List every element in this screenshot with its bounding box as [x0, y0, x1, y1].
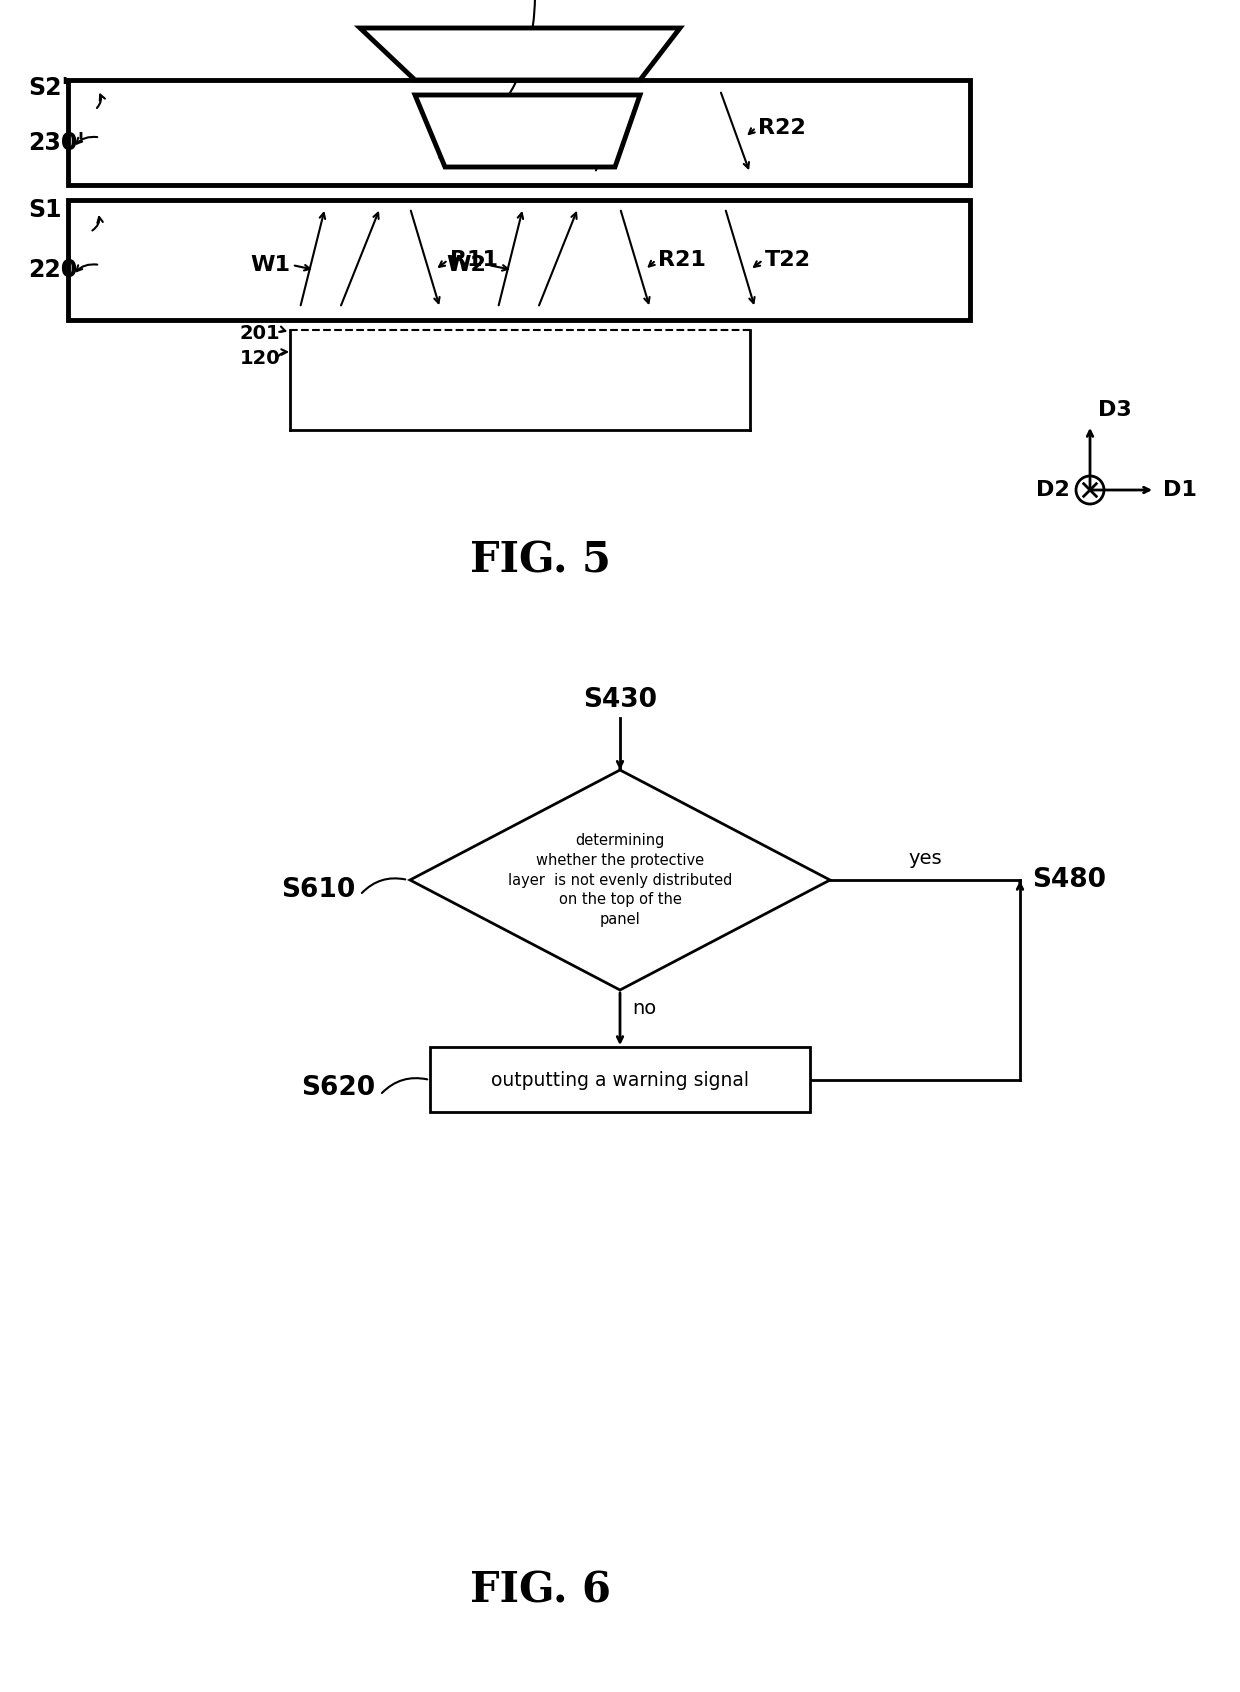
- Text: no: no: [632, 998, 656, 1017]
- Text: 230': 230': [29, 130, 84, 154]
- Text: D3: D3: [1097, 399, 1132, 420]
- Text: S620: S620: [301, 1074, 374, 1101]
- Text: determining
whether the protective
layer  is not evenly distributed
on the top o: determining whether the protective layer…: [508, 832, 732, 927]
- Text: R21: R21: [658, 250, 706, 271]
- Polygon shape: [360, 29, 680, 80]
- Text: FIG. 5: FIG. 5: [470, 540, 610, 580]
- Text: S610: S610: [280, 876, 355, 904]
- Text: R11: R11: [450, 250, 498, 271]
- Bar: [68, 200, 970, 320]
- Polygon shape: [410, 770, 830, 990]
- Polygon shape: [415, 95, 640, 168]
- Text: W2: W2: [446, 255, 486, 276]
- Bar: [430, 1047, 810, 1112]
- Text: R22: R22: [758, 117, 806, 137]
- Text: D1: D1: [1163, 481, 1197, 501]
- Text: W1: W1: [250, 255, 290, 276]
- Text: S430: S430: [583, 687, 657, 712]
- Text: S1: S1: [29, 198, 62, 222]
- Text: outputting a warning signal: outputting a warning signal: [491, 1071, 749, 1090]
- Text: yes: yes: [908, 848, 942, 868]
- Text: T22: T22: [765, 250, 811, 271]
- Text: 220: 220: [29, 257, 77, 283]
- Bar: [68, 80, 970, 184]
- Text: FIG. 6: FIG. 6: [470, 1568, 610, 1611]
- Text: S2': S2': [29, 76, 68, 100]
- Text: T21: T21: [534, 117, 580, 137]
- Text: 201: 201: [239, 323, 280, 342]
- Text: 120: 120: [239, 349, 280, 367]
- Text: D2: D2: [1037, 481, 1070, 501]
- Text: S480: S480: [1032, 866, 1106, 893]
